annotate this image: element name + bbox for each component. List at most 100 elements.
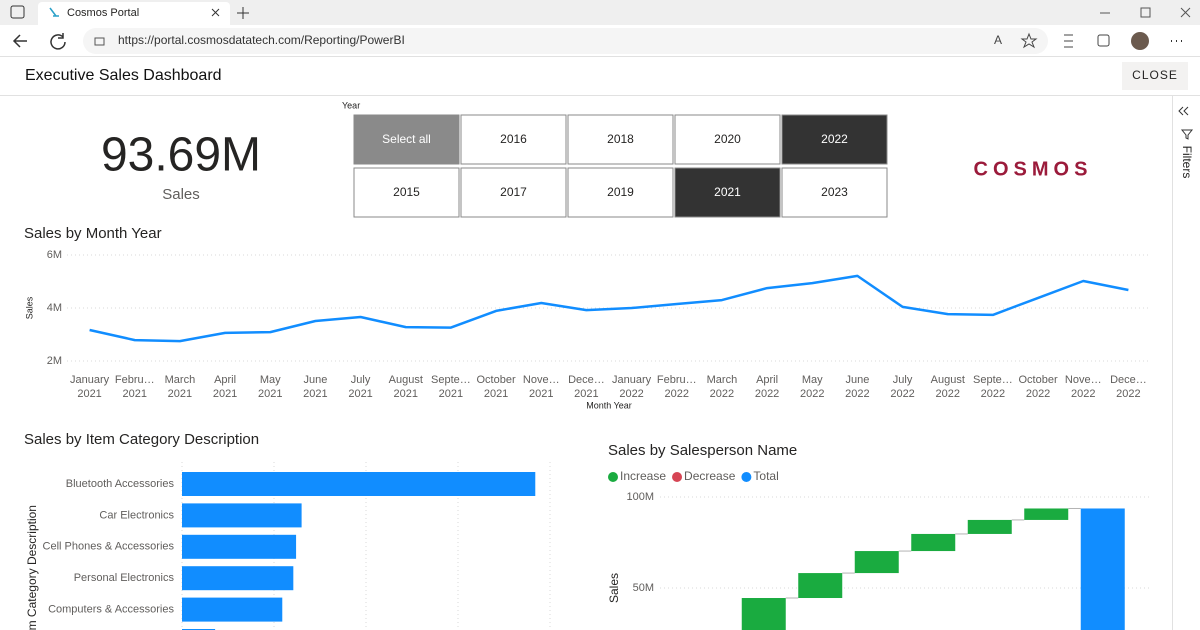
slicer-button[interactable] bbox=[353, 167, 460, 218]
close-button-label[interactable]: CLOSE bbox=[1132, 68, 1178, 82]
x-tick-label: April bbox=[214, 374, 236, 386]
bar bbox=[182, 503, 302, 528]
profile-button[interactable] bbox=[1131, 32, 1149, 50]
slicer-button-label[interactable]: Select all bbox=[382, 132, 431, 146]
lock-icon[interactable] bbox=[94, 37, 105, 46]
x-tick-label: Dece… bbox=[1110, 374, 1147, 386]
slicer-button[interactable] bbox=[460, 167, 567, 218]
slicer-button[interactable] bbox=[674, 114, 781, 165]
slicer-button-label[interactable]: 2018 bbox=[607, 132, 634, 146]
x-tick-label: August bbox=[389, 374, 423, 386]
x-tick-label: 2021 bbox=[213, 388, 237, 400]
tab-title: Cosmos Portal bbox=[67, 7, 139, 19]
report-canvas: Select all 2016 2018 2020 2022 2015 2017 2019 20… bbox=[24, 114, 1151, 630]
favorites-button[interactable] bbox=[1064, 34, 1073, 48]
x-tick-label: January bbox=[70, 374, 110, 386]
waterfall-bar bbox=[911, 533, 956, 552]
y-tick-label: Cell Phones & Accessories bbox=[43, 541, 175, 553]
chart-title: Sales by Month Year bbox=[24, 225, 162, 242]
x-tick-label: May bbox=[802, 374, 823, 386]
x-tick-label: June bbox=[845, 374, 869, 386]
slicer-button[interactable] bbox=[567, 167, 674, 218]
chart-title: Sales by Item Category Description bbox=[24, 431, 259, 448]
slicer-button-label[interactable]: 2017 bbox=[500, 185, 527, 199]
y-axis-title: Sales bbox=[24, 296, 34, 319]
x-tick-label: Febru… bbox=[657, 374, 697, 386]
waterfall-bar bbox=[967, 519, 1012, 534]
x-tick-label: 2022 bbox=[1026, 388, 1050, 400]
collections-button[interactable] bbox=[1097, 34, 1110, 47]
waterfall-bar bbox=[798, 573, 843, 599]
slicer-button-label[interactable]: 2022 bbox=[821, 132, 848, 146]
x-tick-label: July bbox=[351, 374, 371, 386]
bar bbox=[182, 566, 294, 591]
read-aloud[interactable]: A bbox=[994, 33, 1002, 47]
slicer-button[interactable] bbox=[781, 167, 888, 218]
y-tick-label: Personal Electronics bbox=[74, 572, 175, 584]
x-tick-label: 2021 bbox=[123, 388, 147, 400]
filter-icon[interactable] bbox=[1180, 129, 1194, 140]
slicer-button-label[interactable]: 2015 bbox=[393, 185, 420, 199]
active-tab[interactable] bbox=[38, 2, 230, 25]
slicer-button[interactable] bbox=[567, 114, 674, 165]
new-tab[interactable] bbox=[237, 7, 249, 19]
report-title: Executive Sales Dashboard bbox=[25, 67, 222, 84]
slicer-button[interactable] bbox=[781, 114, 888, 165]
url[interactable]: https://portal.cosmosdatatech.com/Report… bbox=[118, 33, 405, 47]
x-tick-label: 2021 bbox=[348, 388, 372, 400]
x-tick-label: January bbox=[612, 374, 652, 386]
favorite-button[interactable] bbox=[1020, 32, 1038, 49]
slicer-button-label[interactable]: 2023 bbox=[821, 185, 848, 199]
back-button[interactable] bbox=[12, 34, 27, 48]
x-tick-label: 2021 bbox=[439, 388, 463, 400]
x-axis-title: Month Year bbox=[586, 400, 632, 410]
bar bbox=[182, 472, 536, 496]
x-tick-label: October bbox=[1019, 374, 1058, 386]
y-tick-label: 50M bbox=[633, 582, 654, 594]
x-tick-label: 2021 bbox=[484, 388, 508, 400]
total-bar bbox=[1080, 508, 1125, 630]
legend-label: Total bbox=[753, 469, 778, 483]
x-tick-label: 2021 bbox=[574, 388, 598, 400]
line-series bbox=[89, 274, 1129, 343]
filters-label[interactable]: Filters bbox=[1180, 146, 1194, 179]
x-tick-label: 2022 bbox=[1116, 388, 1140, 400]
x-tick-label: 2022 bbox=[936, 388, 960, 400]
legend-label: Increase bbox=[620, 469, 666, 483]
waterfall-bar bbox=[741, 598, 786, 630]
x-tick-label: 2022 bbox=[890, 388, 914, 400]
maximize[interactable] bbox=[1140, 7, 1151, 18]
x-tick-label: 2022 bbox=[710, 388, 734, 400]
x-tick-label: August bbox=[931, 374, 965, 386]
x-tick-label: March bbox=[707, 374, 738, 386]
tab-close[interactable] bbox=[211, 8, 220, 17]
x-tick-label: Nove… bbox=[523, 374, 560, 386]
slicer-button-label[interactable]: 2019 bbox=[607, 185, 634, 199]
close-button[interactable] bbox=[1122, 62, 1188, 90]
x-tick-label: 2021 bbox=[77, 388, 101, 400]
tab-actions-icon[interactable] bbox=[10, 5, 25, 19]
slicer-button-label[interactable]: 2020 bbox=[714, 132, 741, 146]
logo: COSMOS bbox=[974, 158, 1093, 180]
address-bar[interactable] bbox=[83, 28, 1048, 54]
y-tick-label: 4M bbox=[47, 302, 62, 314]
x-tick-label: May bbox=[260, 374, 281, 386]
close-window[interactable] bbox=[1180, 7, 1191, 18]
x-tick-label: 2022 bbox=[845, 388, 869, 400]
x-tick-label: Dece… bbox=[568, 374, 605, 386]
x-tick-label: Septe… bbox=[973, 374, 1013, 386]
slicer-button[interactable] bbox=[674, 167, 781, 218]
kpi-label: Sales bbox=[162, 186, 200, 203]
waterfall-bar bbox=[854, 551, 899, 574]
slicer-button-label[interactable]: 2016 bbox=[500, 132, 527, 146]
slicer-button-label[interactable]: 2021 bbox=[714, 185, 741, 199]
x-tick-label: 2021 bbox=[529, 388, 553, 400]
slicer-title: Year bbox=[342, 100, 360, 110]
y-tick-label: 2M bbox=[47, 355, 62, 367]
slicer-button[interactable] bbox=[353, 114, 460, 165]
expand-filters[interactable] bbox=[1178, 106, 1189, 116]
x-tick-label: 2021 bbox=[394, 388, 418, 400]
slicer-button[interactable] bbox=[460, 114, 567, 165]
refresh-button[interactable] bbox=[50, 33, 66, 50]
